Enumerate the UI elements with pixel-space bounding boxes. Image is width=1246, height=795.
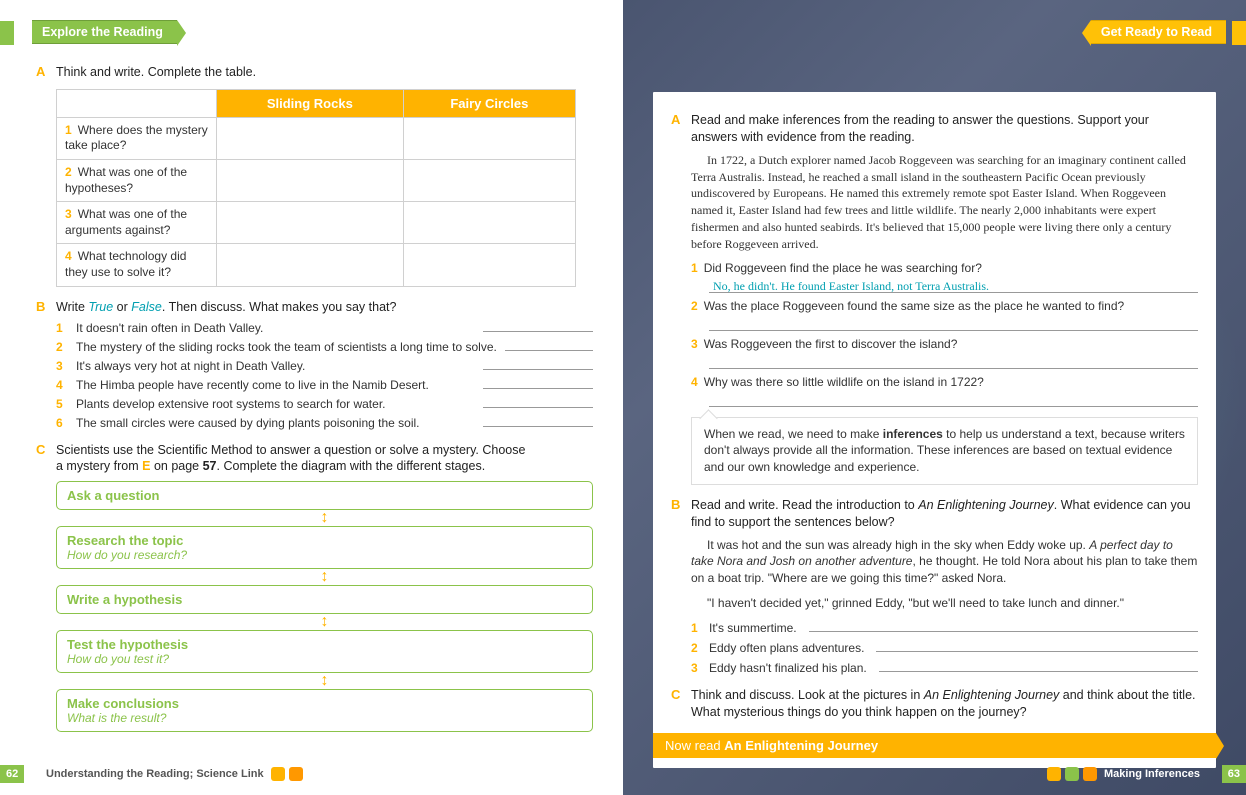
answer-cell[interactable]: [403, 244, 575, 286]
passage-b: It was hot and the sun was already high …: [691, 537, 1198, 587]
content-card: A Read and make inferences from the read…: [653, 92, 1216, 768]
sm-box-test[interactable]: Test the hypothesisHow do you test it?: [56, 630, 593, 673]
tf-list: 1It doesn't rain often in Death Valley. …: [56, 320, 593, 430]
instr-b: Write True or False. Then discuss. What …: [56, 299, 593, 316]
section-letter-a-r: A: [671, 112, 680, 127]
evidence-list: 1It's summertime. 2Eddy often plans adve…: [691, 620, 1198, 675]
answer-blank[interactable]: [505, 339, 593, 351]
table-row: 4What technology did they use to solve i…: [57, 244, 576, 286]
question-4: 4Why was there so little wildlife on the…: [691, 375, 1198, 389]
explore-reading-banner: Explore the Reading: [32, 20, 177, 44]
sm-box-research[interactable]: Research the topicHow do you research?: [56, 526, 593, 569]
list-item: 2The mystery of the sliding rocks took t…: [56, 339, 593, 354]
footer-icon: [1083, 767, 1097, 781]
list-item: 5Plants develop extensive root systems t…: [56, 396, 593, 411]
double-arrow-icon: ↕: [56, 676, 593, 686]
footer-icon: [289, 767, 303, 781]
section-c-left: C Scientists use the Scientific Method t…: [30, 442, 593, 733]
footer-left: Understanding the Reading; Science Link: [46, 767, 307, 781]
answer-cell[interactable]: [217, 244, 404, 286]
answer-blank[interactable]: [879, 660, 1198, 672]
page-number-left: 62: [0, 765, 24, 783]
page-number-right: 63: [1222, 765, 1246, 783]
answer-blank[interactable]: [483, 377, 593, 389]
instr-b-r: Read and write. Read the introduction to…: [691, 497, 1198, 531]
table-row: 2What was one of the hypotheses?: [57, 160, 576, 202]
list-item: 3It's always very hot at night in Death …: [56, 358, 593, 373]
question-1: 1Did Roggeveen find the place he was sea…: [691, 261, 1198, 275]
answer-cell[interactable]: [217, 117, 404, 159]
left-page: Explore the Reading A Think and write. C…: [0, 0, 623, 795]
instr-c-r: Think and discuss. Look at the pictures …: [691, 687, 1198, 721]
list-item: 1It's summertime.: [691, 620, 1198, 635]
answer-blank[interactable]: [483, 358, 593, 370]
instr-c: Scientists use the Scientific Method to …: [56, 442, 593, 476]
instr-a-r: Read and make inferences from the readin…: [691, 112, 1198, 146]
answer-line[interactable]: [709, 393, 1198, 407]
edge-tab-right: [1232, 21, 1246, 45]
footer-icon: [1047, 767, 1061, 781]
now-read-banner: Now read An Enlightening Journey: [653, 733, 1216, 758]
sm-box-ask[interactable]: Ask a question: [56, 481, 593, 510]
answer-cell[interactable]: [217, 160, 404, 202]
sm-box-conclusions[interactable]: Make conclusionsWhat is the result?: [56, 689, 593, 732]
footer-icon: [1065, 767, 1079, 781]
list-item: 3Eddy hasn't finalized his plan.: [691, 660, 1198, 675]
answer-blank[interactable]: [483, 396, 593, 408]
section-letter-b-r: B: [671, 497, 680, 512]
section-a-right: A Read and make inferences from the read…: [671, 112, 1198, 485]
answer-cell[interactable]: [403, 160, 575, 202]
section-c-right: C Think and discuss. Look at the picture…: [671, 687, 1198, 721]
answer-blank[interactable]: [483, 415, 593, 427]
footer-right: Making Inferences: [1043, 767, 1200, 781]
double-arrow-icon: ↕: [56, 572, 593, 582]
table-row: 3What was one of the arguments against?: [57, 202, 576, 244]
section-letter-c: C: [36, 442, 45, 457]
footer-icon: [271, 767, 285, 781]
answer-line[interactable]: No, he didn't. He found Easter Island, n…: [709, 279, 1198, 293]
answer-blank[interactable]: [483, 320, 593, 332]
section-letter-c-r: C: [671, 687, 680, 702]
section-b-right: B Read and write. Read the introduction …: [671, 497, 1198, 675]
table-row: 1Where does the mystery take place?: [57, 117, 576, 159]
activity-table: Sliding Rocks Fairy Circles 1Where does …: [56, 89, 576, 287]
passage-b2: "I haven't decided yet," grinned Eddy, "…: [691, 595, 1198, 612]
list-item: 1It doesn't rain often in Death Valley.: [56, 320, 593, 335]
double-arrow-icon: ↕: [56, 513, 593, 523]
list-item: 2Eddy often plans adventures.: [691, 640, 1198, 655]
inference-note: When we read, we need to make inferences…: [691, 417, 1198, 485]
list-item: 4The Himba people have recently come to …: [56, 377, 593, 392]
edge-tab-left: [0, 21, 14, 45]
question-2: 2Was the place Roggeveen found the same …: [691, 299, 1198, 313]
answer-blank[interactable]: [809, 620, 1198, 632]
passage-a: In 1722, a Dutch explorer named Jacob Ro…: [691, 152, 1198, 253]
question-3: 3Was Roggeveen the first to discover the…: [691, 337, 1198, 351]
answer-cell[interactable]: [403, 117, 575, 159]
th-fairy: Fairy Circles: [403, 89, 575, 117]
sm-box-hypothesis[interactable]: Write a hypothesis: [56, 585, 593, 614]
section-letter-b: B: [36, 299, 45, 314]
answer-blank[interactable]: [876, 640, 1198, 652]
get-ready-banner: Get Ready to Read: [1091, 20, 1226, 44]
th-sliding: Sliding Rocks: [217, 89, 404, 117]
instr-a: Think and write. Complete the table.: [56, 64, 593, 81]
right-page: Get Ready to Read A Read and make infere…: [623, 0, 1246, 795]
answer-cell[interactable]: [403, 202, 575, 244]
answer-cell[interactable]: [217, 202, 404, 244]
list-item: 6The small circles were caused by dying …: [56, 415, 593, 430]
th-blank: [57, 89, 217, 117]
section-b-left: B Write True or False. Then discuss. Wha…: [30, 299, 593, 430]
section-a-left: A Think and write. Complete the table. S…: [30, 64, 593, 287]
answer-line[interactable]: [709, 317, 1198, 331]
answer-line[interactable]: [709, 355, 1198, 369]
double-arrow-icon: ↕: [56, 617, 593, 627]
section-letter-a: A: [36, 64, 45, 79]
